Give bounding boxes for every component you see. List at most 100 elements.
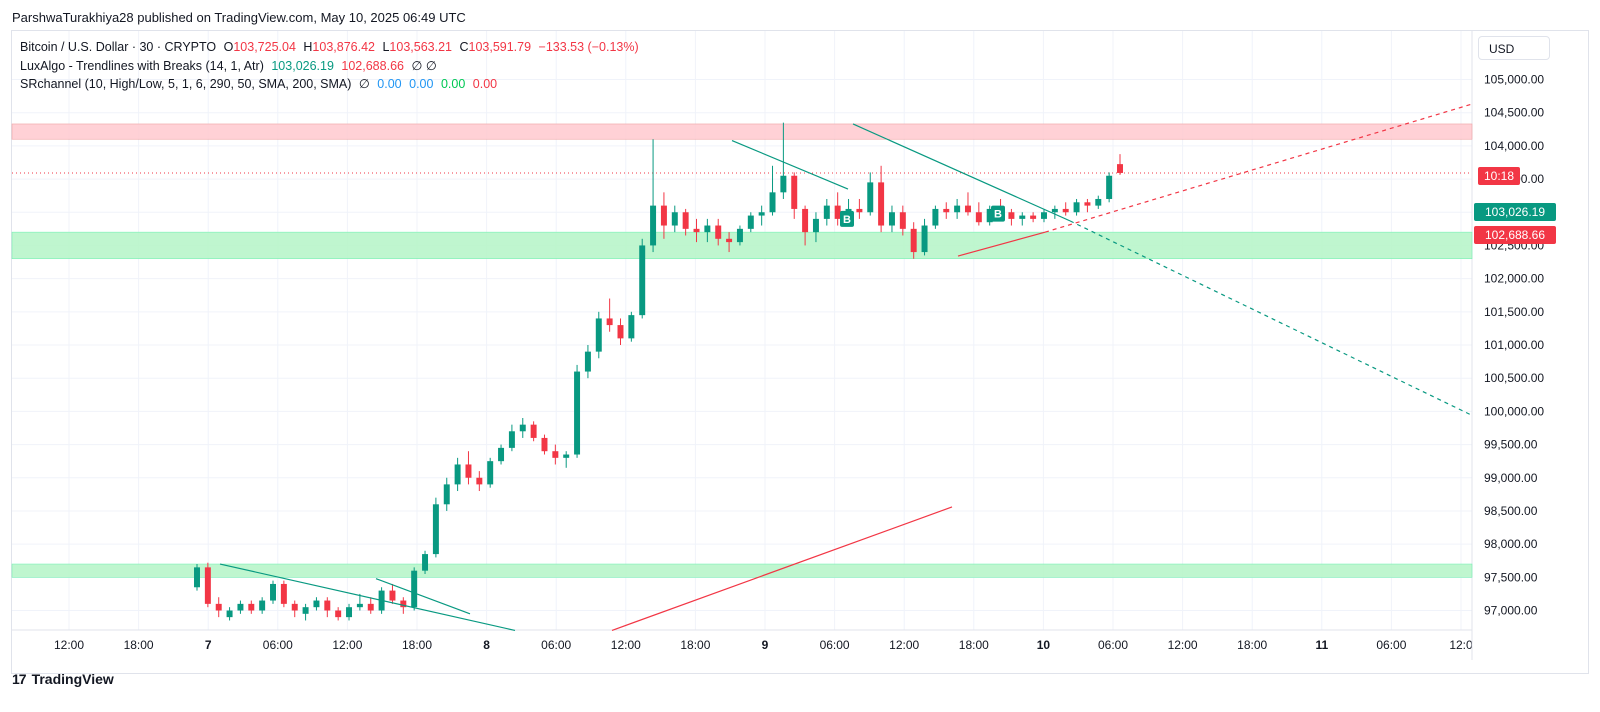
candle-body	[660, 205, 667, 226]
candle-body	[563, 454, 570, 458]
candle-body	[823, 205, 830, 219]
lower-trendline-tag: 102,688.66	[1474, 226, 1556, 244]
chart-frame[interactable]	[11, 30, 1589, 674]
candle-body	[867, 182, 874, 213]
y-tick-label: 97,500.00	[1484, 570, 1538, 584]
candle-body	[856, 208, 863, 213]
close-value: 103,591.79	[468, 40, 532, 54]
x-tick-label: 12:00	[611, 638, 641, 652]
candle-body	[693, 228, 700, 233]
candle-body	[986, 208, 993, 223]
currency-button[interactable]: USD	[1478, 36, 1550, 60]
candle-body	[1008, 212, 1015, 219]
candle-body	[878, 182, 885, 226]
l-label: L	[382, 40, 390, 54]
candle-body	[226, 610, 233, 618]
indicator-2-value-0: ∅	[358, 77, 370, 91]
candle-body	[1084, 202, 1091, 206]
x-tick-label: 06:00	[1098, 638, 1128, 652]
candle-body	[650, 205, 657, 246]
candle-body	[1030, 215, 1037, 219]
candle-body	[584, 351, 591, 372]
x-tick-label: 06:00	[541, 638, 571, 652]
h-label: H	[303, 40, 313, 54]
candle-body	[595, 318, 602, 352]
candle-body	[758, 212, 765, 216]
indicator-2-value-4: 0.00	[472, 77, 498, 91]
y-tick-label: 102,000.00	[1484, 272, 1544, 286]
indicator-2-value-2: 0.00	[409, 77, 434, 91]
candle-body	[422, 554, 429, 571]
x-tick-label: 18:00	[680, 638, 710, 652]
candle-body	[389, 590, 396, 601]
x-tick-label: 06:00	[820, 638, 850, 652]
candle-body	[302, 607, 309, 614]
candle-body	[498, 447, 505, 462]
candle-body	[1041, 212, 1047, 219]
candle-body	[682, 212, 689, 229]
candle-body	[215, 603, 222, 611]
y-tick-label: 100,000.00	[1484, 404, 1544, 418]
candle-body	[335, 610, 342, 618]
legend-symbol-line: Bitcoin / U.S. Dollar · 30 · CRYPTO O103…	[20, 40, 643, 54]
y-tick-label: 101,000.00	[1484, 338, 1544, 352]
indicator-1-value-1: 103,026.19	[271, 59, 334, 73]
candle-body	[791, 175, 798, 209]
uptrend-line-2	[957, 231, 1046, 257]
candle-body	[943, 208, 950, 213]
candle-body	[932, 208, 939, 226]
candle-body	[802, 208, 809, 233]
y-tick-label: 98,500.00	[1484, 504, 1538, 518]
candle-body	[899, 212, 906, 229]
y-tick-label: 100,500.00	[1484, 371, 1544, 385]
o-label: O	[223, 40, 234, 54]
support-zone	[11, 563, 1473, 578]
indicator-2-name[interactable]: SRchannel (10, High/Low, 5, 1, 6, 290, 5…	[20, 77, 352, 91]
candle-body	[400, 600, 407, 608]
downtrend-projection	[1069, 220, 1473, 416]
legend-indicator-2: SRchannel (10, High/Low, 5, 1, 6, 290, 5…	[20, 76, 501, 91]
buy-signal-label: B	[843, 214, 851, 226]
candle-body	[432, 504, 439, 555]
buy-signal-badge	[991, 205, 1005, 222]
indicator-1-name[interactable]: LuxAlgo - Trendlines with Breaks (14, 1,…	[20, 59, 264, 73]
candle-body	[715, 225, 722, 239]
candle-body	[1106, 175, 1113, 199]
candle-body	[356, 603, 363, 608]
candle-body	[704, 225, 711, 233]
candle-body	[259, 600, 266, 611]
x-tick-label: 12:00	[1168, 638, 1198, 652]
open-value: 103,725.04	[233, 40, 296, 54]
x-tick-label: 12:00	[54, 638, 84, 652]
candle-body	[313, 600, 320, 608]
y-tick-label: 105,000.00	[1484, 73, 1544, 87]
candle-body	[530, 424, 537, 438]
candle-body	[921, 225, 928, 253]
downtrend-line-2	[375, 578, 471, 615]
x-tick-label: 18:00	[402, 638, 432, 652]
x-tick-label: 8	[483, 638, 490, 652]
change-value: −133.53 (−0.13%)	[538, 40, 639, 54]
x-tick-label: 9	[762, 638, 769, 652]
candle-body	[280, 583, 287, 604]
uptrend-projection	[1044, 103, 1473, 233]
low-value: 103,563.21	[389, 40, 452, 54]
upper-trendline-tag: 103,026.19	[1474, 203, 1556, 221]
candle-body	[1062, 208, 1069, 213]
candle-body	[270, 583, 276, 601]
candle-body	[552, 451, 559, 458]
candle-body	[248, 603, 255, 611]
candle-body	[508, 431, 515, 448]
y-tick-label: 101,500.00	[1484, 305, 1544, 319]
tradingview-logo[interactable]: 17 TradingView	[12, 671, 114, 687]
candle-body	[834, 205, 841, 219]
candle-body	[194, 567, 200, 588]
symbol-title[interactable]: Bitcoin / U.S. Dollar · 30 · CRYPTO	[20, 40, 217, 54]
y-tick-label: 97,000.00	[1484, 604, 1538, 618]
candle-body	[367, 603, 374, 611]
y-tick-label: 99,000.00	[1484, 471, 1538, 485]
candle-body	[1117, 164, 1123, 173]
downtrend-line-1	[219, 563, 516, 631]
candle-body	[454, 464, 461, 485]
